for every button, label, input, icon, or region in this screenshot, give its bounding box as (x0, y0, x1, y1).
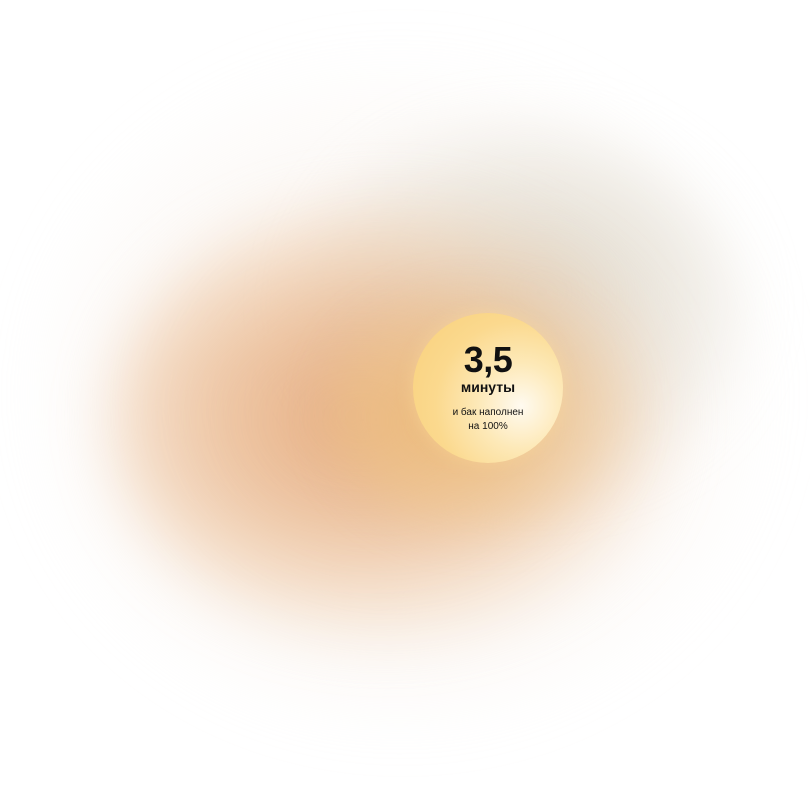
badge-caption-line1: и бак наполнен (452, 407, 524, 418)
background-glow-warm (110, 200, 670, 640)
badge-caption-line2: на 100% (468, 421, 508, 432)
badge-caption: и бак наполнен на 100% (438, 406, 538, 434)
fill-time-badge: 3,5 минуты и бак наполнен на 100% (413, 313, 563, 463)
badge-unit: минуты (460, 379, 516, 395)
badge-value: 3,5 (463, 339, 513, 380)
background-glow-outer (40, 60, 770, 720)
